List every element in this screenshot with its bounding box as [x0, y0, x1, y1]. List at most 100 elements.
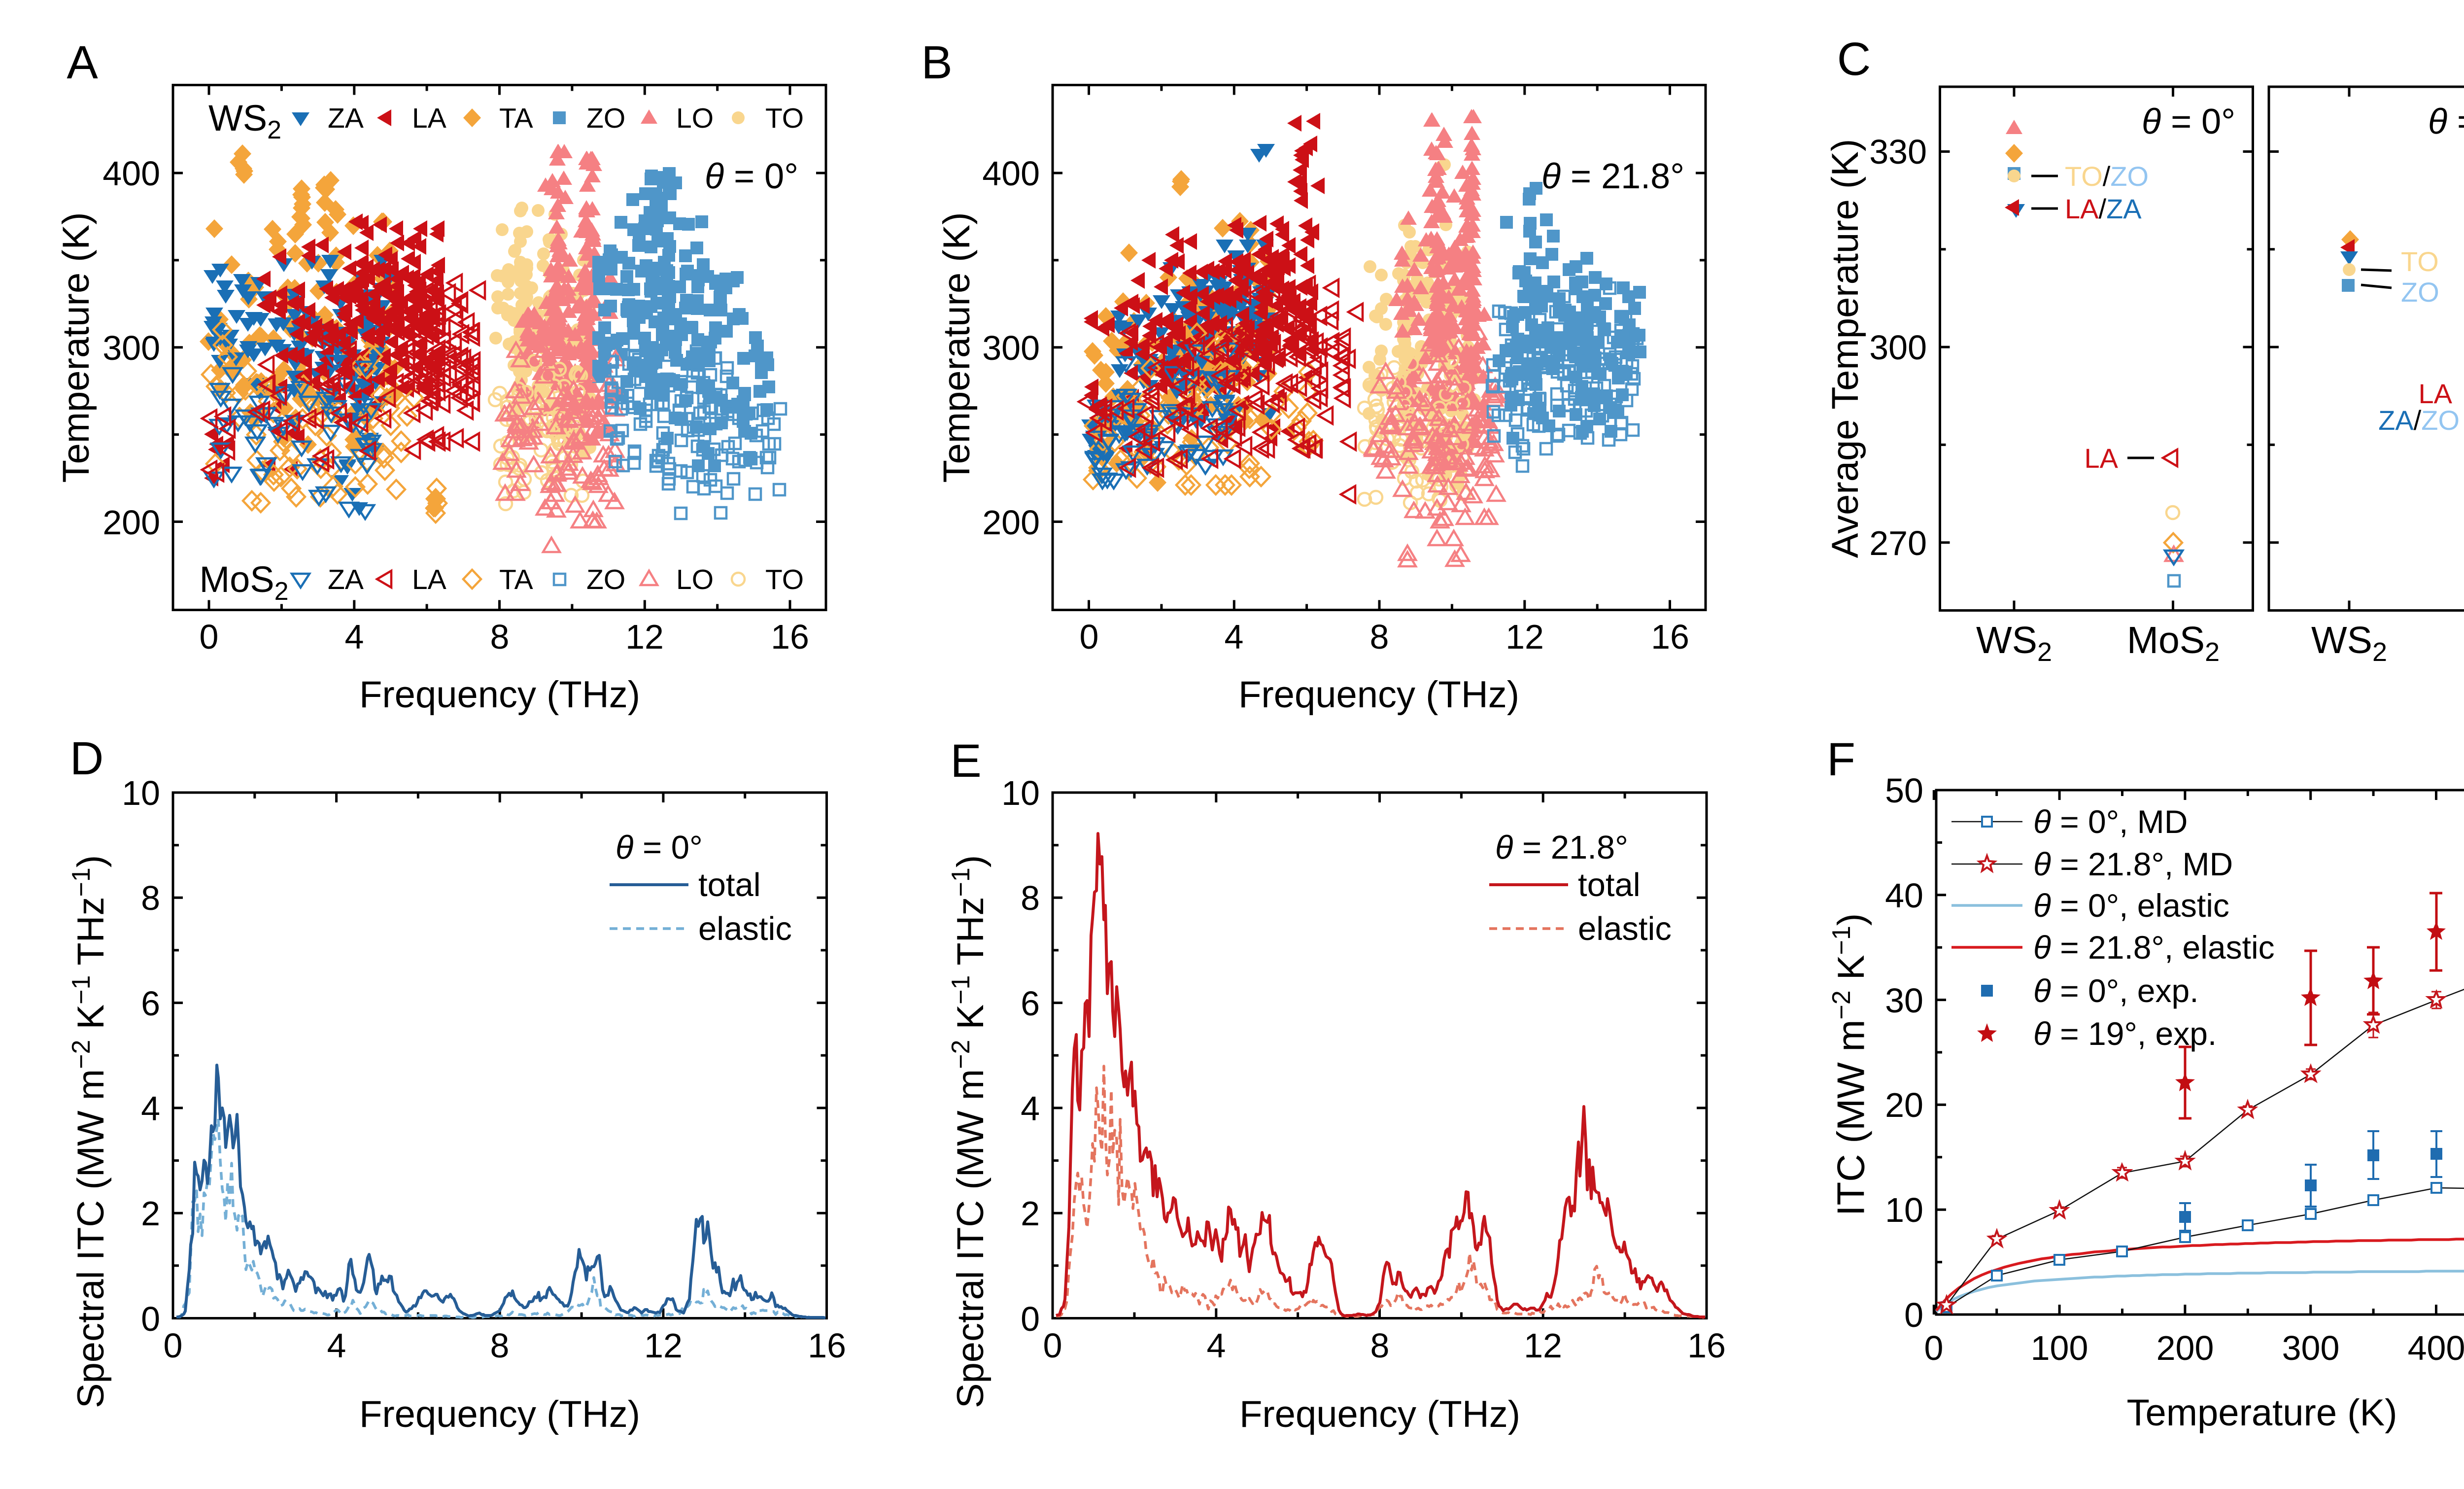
- svg-text:θ = 0°, exp.: θ = 0°, exp.: [2033, 972, 2199, 1009]
- svg-text:4: 4: [1207, 1326, 1226, 1365]
- svg-text:12: 12: [625, 618, 664, 656]
- svg-text:4: 4: [1021, 1089, 1040, 1128]
- svg-text:Average Temperature (K): Average Temperature (K): [1824, 139, 1866, 558]
- svg-text:TO: TO: [765, 564, 804, 595]
- svg-text:Frequency (THz): Frequency (THz): [359, 674, 640, 716]
- svg-text:ZA/ZO: ZA/ZO: [2378, 405, 2460, 436]
- svg-text:θ = 21.8°, MD: θ = 21.8°, MD: [2033, 846, 2233, 882]
- svg-text:12: 12: [1506, 618, 1544, 656]
- svg-text:Temperature (K): Temperature (K): [2126, 1392, 2397, 1434]
- svg-text:ZO: ZO: [586, 564, 625, 595]
- svg-text:ZO: ZO: [586, 103, 625, 134]
- svg-text:2: 2: [141, 1194, 160, 1233]
- svg-text:C: C: [1837, 33, 1871, 85]
- svg-text:θ = 21.8°, elastic: θ = 21.8°, elastic: [2033, 929, 2275, 966]
- svg-text:6: 6: [1021, 984, 1040, 1023]
- svg-text:Temperature (K): Temperature (K): [936, 212, 978, 483]
- svg-text:400: 400: [982, 154, 1040, 193]
- svg-text:LA: LA: [412, 564, 446, 595]
- svg-text:E: E: [950, 735, 981, 787]
- svg-text:0: 0: [1021, 1300, 1040, 1338]
- svg-text:Temperature (K): Temperature (K): [55, 212, 97, 483]
- svg-text:TO: TO: [765, 103, 804, 134]
- svg-text:200: 200: [103, 503, 160, 542]
- svg-text:total: total: [698, 866, 761, 903]
- svg-text:16: 16: [771, 618, 809, 656]
- svg-text:LA: LA: [2085, 443, 2119, 474]
- svg-text:θ = 0°: θ = 0°: [616, 829, 703, 866]
- svg-text:16: 16: [1687, 1326, 1726, 1365]
- svg-text:8: 8: [1021, 879, 1040, 917]
- svg-text:200: 200: [982, 503, 1040, 542]
- svg-text:TA: TA: [499, 103, 533, 134]
- svg-text:Spectral ITC (MW m−2 K−1 THz−1: Spectral ITC (MW m−2 K−1 THz−1): [67, 855, 112, 1408]
- svg-text:10: 10: [122, 774, 160, 812]
- svg-text:LA: LA: [2419, 378, 2453, 409]
- svg-text:ZA: ZA: [328, 103, 364, 134]
- svg-text:6: 6: [141, 984, 160, 1023]
- svg-text:270: 270: [1869, 524, 1927, 562]
- svg-text:16: 16: [808, 1326, 846, 1365]
- svg-text:MoS2: MoS2: [2462, 619, 2464, 667]
- svg-text:300: 300: [982, 329, 1040, 367]
- svg-text:0: 0: [164, 1326, 183, 1365]
- svg-text:LA/ZA: LA/ZA: [2065, 193, 2142, 224]
- svg-text:330: 330: [1869, 133, 1927, 171]
- svg-text:2: 2: [1021, 1194, 1040, 1233]
- svg-text:200: 200: [2156, 1329, 2214, 1367]
- svg-text:100: 100: [2031, 1329, 2088, 1367]
- svg-text:elastic: elastic: [1578, 910, 1672, 947]
- svg-text:0: 0: [1043, 1326, 1062, 1365]
- svg-text:LA: LA: [412, 103, 446, 134]
- svg-text:20: 20: [1885, 1086, 1923, 1124]
- svg-text:B: B: [921, 36, 952, 89]
- svg-text:10: 10: [1885, 1191, 1923, 1229]
- svg-text:40: 40: [1885, 876, 1923, 915]
- svg-text:θ = 0°, MD: θ = 0°, MD: [2033, 803, 2188, 840]
- svg-text:0: 0: [1080, 618, 1099, 656]
- svg-text:TA: TA: [499, 564, 533, 595]
- svg-text:12: 12: [1524, 1326, 1562, 1365]
- svg-text:12: 12: [644, 1326, 683, 1365]
- svg-text:8: 8: [1370, 618, 1389, 656]
- svg-text:300: 300: [2282, 1329, 2340, 1367]
- svg-text:Spectral ITC (MW m−2 K−1 THz−1: Spectral ITC (MW m−2 K−1 THz−1): [947, 855, 992, 1408]
- svg-text:4: 4: [327, 1326, 346, 1365]
- svg-text:F: F: [1827, 733, 1855, 786]
- svg-text:8: 8: [490, 1326, 510, 1365]
- svg-text:300: 300: [103, 329, 160, 367]
- svg-text:WS2: WS2: [1976, 619, 2052, 667]
- svg-text:θ = 21.8°: θ = 21.8°: [1541, 157, 1684, 196]
- svg-text:ZO: ZO: [2401, 277, 2439, 308]
- svg-text:0: 0: [200, 618, 219, 656]
- svg-text:8: 8: [141, 879, 160, 917]
- svg-text:30: 30: [1885, 981, 1923, 1020]
- svg-text:θ = 19°, exp.: θ = 19°, exp.: [2033, 1015, 2217, 1052]
- svg-text:300: 300: [1869, 328, 1927, 367]
- svg-text:0: 0: [1924, 1329, 1944, 1367]
- svg-text:Frequency (THz): Frequency (THz): [359, 1393, 640, 1435]
- svg-text:MoS2: MoS2: [2127, 619, 2220, 667]
- svg-text:0: 0: [141, 1300, 160, 1338]
- svg-text:WS2: WS2: [2311, 619, 2387, 667]
- svg-text:A: A: [67, 36, 98, 89]
- svg-text:Frequency (THz): Frequency (THz): [1239, 1393, 1520, 1435]
- svg-text:4: 4: [1225, 618, 1244, 656]
- svg-text:4: 4: [141, 1089, 160, 1128]
- svg-text:400: 400: [2408, 1329, 2464, 1367]
- svg-text:8: 8: [1370, 1326, 1390, 1365]
- svg-text:D: D: [70, 732, 104, 785]
- svg-text:ZA: ZA: [328, 564, 364, 595]
- svg-text:total: total: [1578, 866, 1641, 903]
- svg-text:θ = 0°: θ = 0°: [705, 157, 798, 196]
- svg-text:LO: LO: [676, 564, 714, 595]
- svg-text:MoS2: MoS2: [199, 559, 288, 606]
- svg-text:16: 16: [1651, 618, 1689, 656]
- svg-text:8: 8: [490, 618, 510, 656]
- svg-text:ITC (MW m−2 K−1): ITC (MW m−2 K−1): [1827, 913, 1873, 1216]
- svg-text:TO: TO: [2401, 246, 2439, 277]
- svg-text:θ = 21.8°: θ = 21.8°: [1495, 829, 1628, 866]
- svg-text:elastic: elastic: [698, 910, 792, 947]
- svg-text:4: 4: [345, 618, 364, 656]
- svg-text:θ = 0°: θ = 0°: [2142, 102, 2235, 141]
